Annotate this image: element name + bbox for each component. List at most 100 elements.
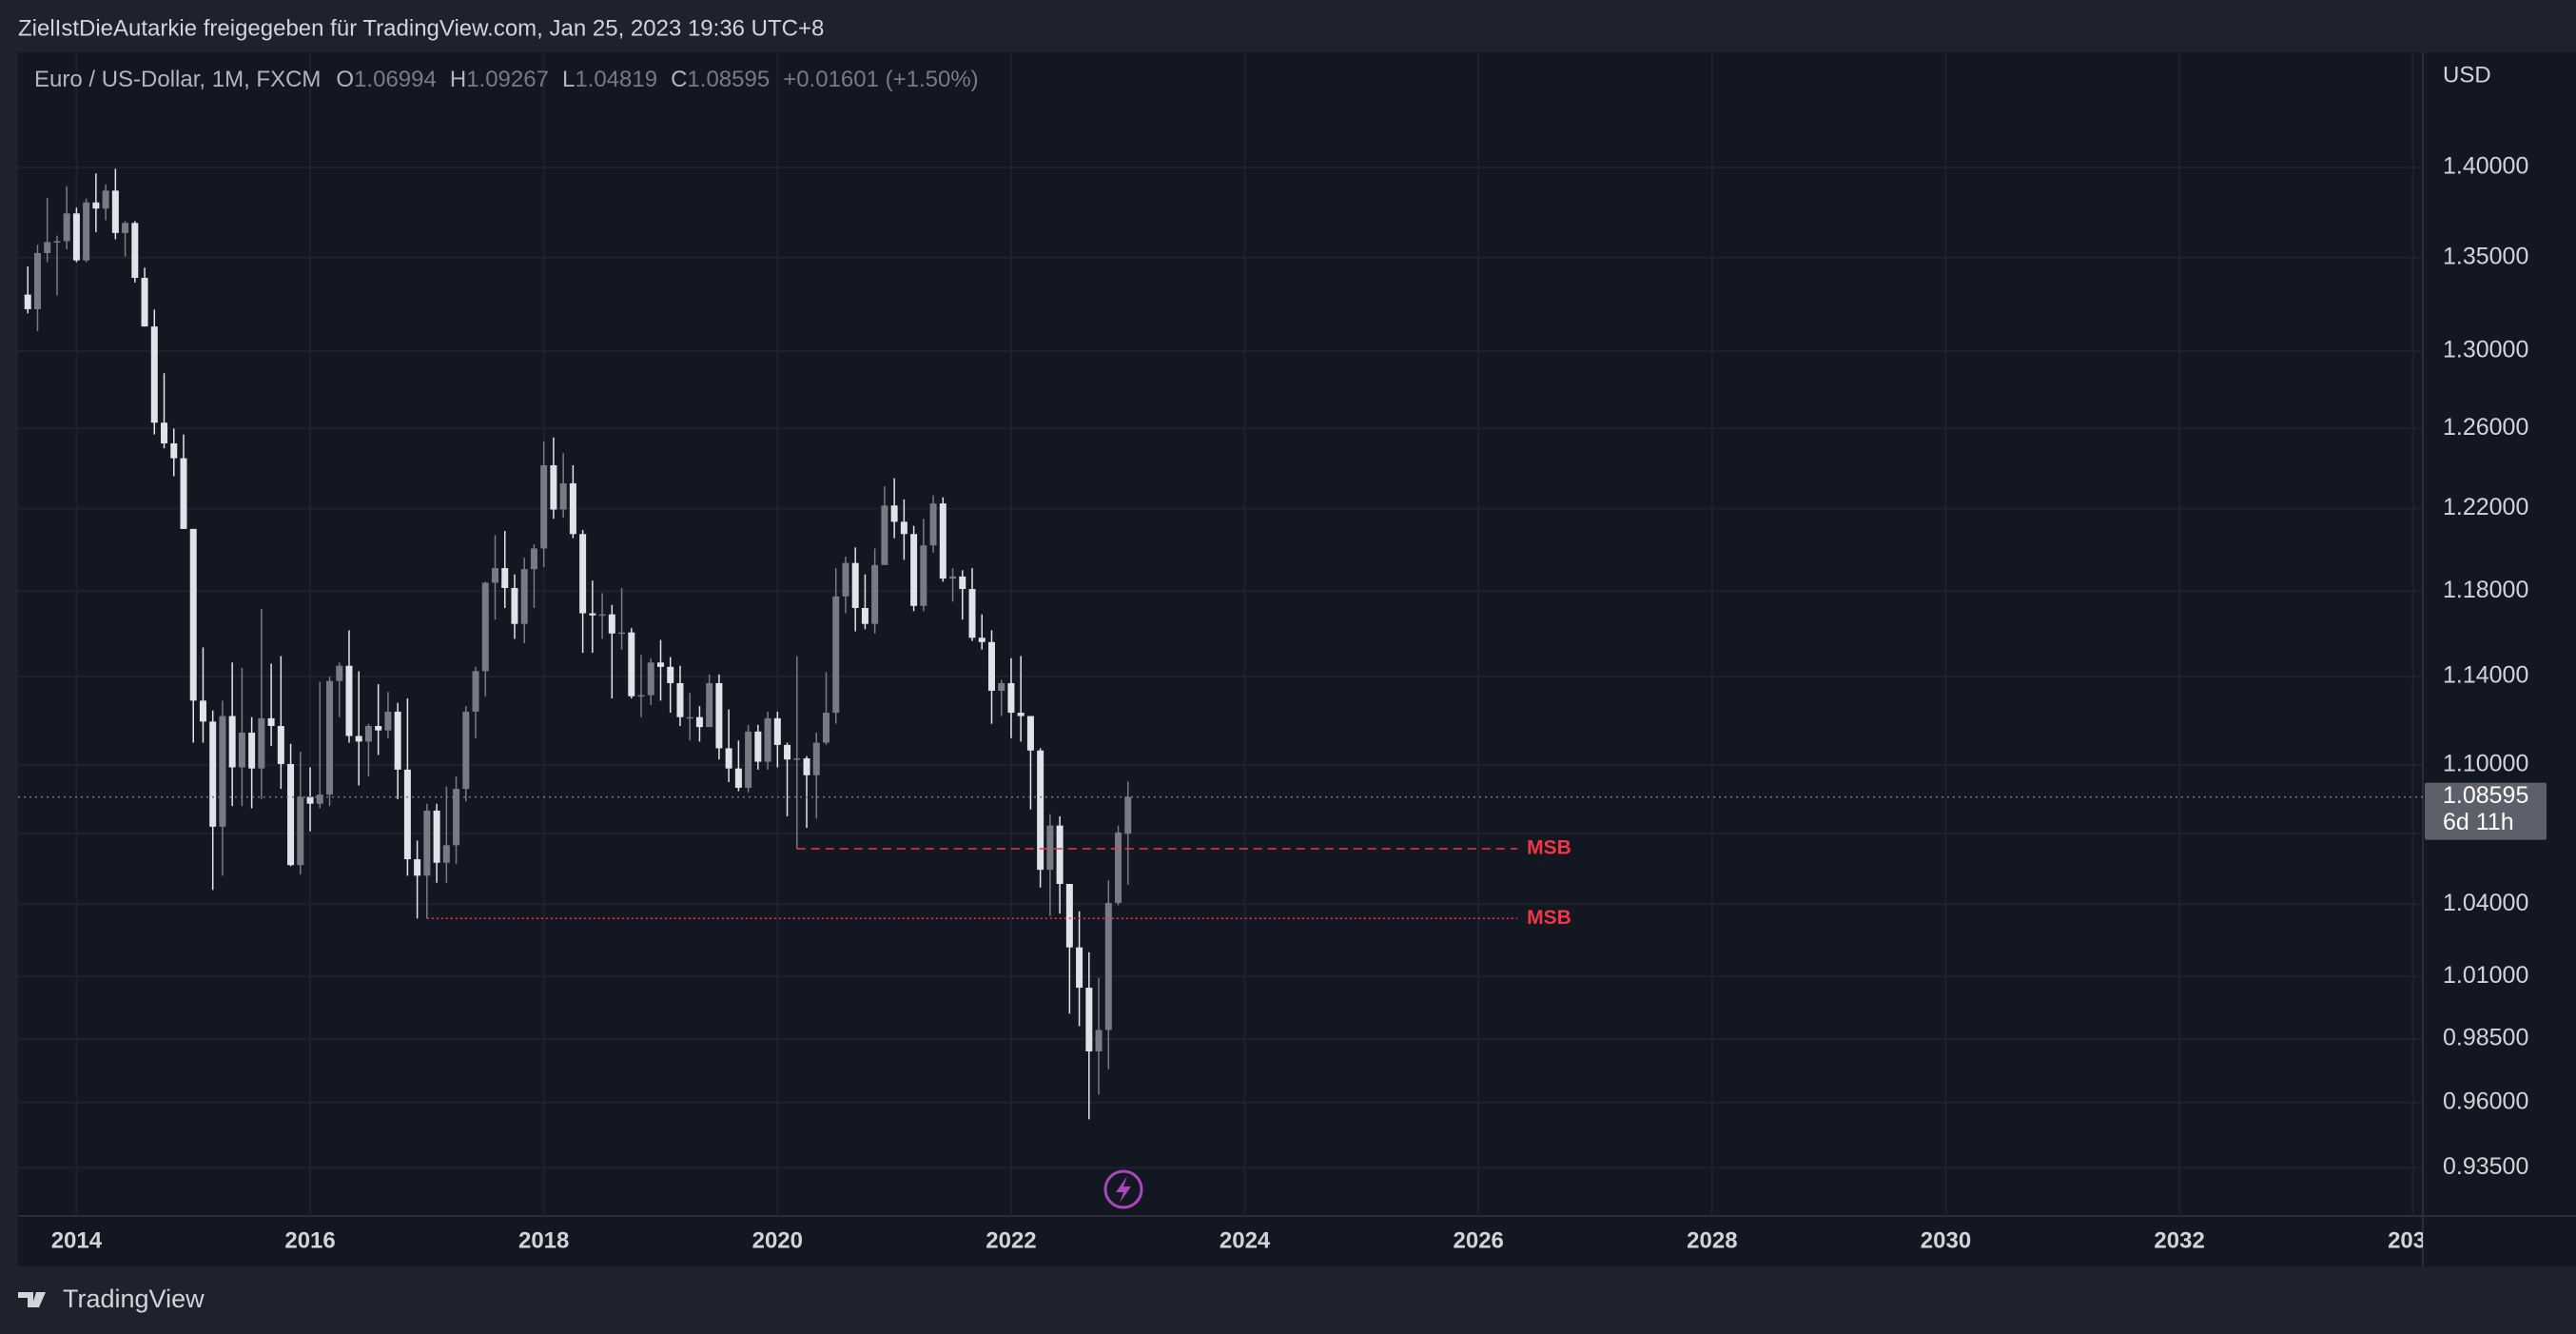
candle-body — [667, 666, 674, 683]
brand: TradingView — [63, 1285, 205, 1313]
candle-body — [199, 700, 206, 722]
candle-body — [881, 505, 888, 565]
legend-value: 1.06994 — [354, 67, 437, 92]
x-tick-label: 2014 — [51, 1227, 103, 1253]
candle-body — [238, 733, 245, 768]
candle-body — [822, 713, 829, 743]
candle-body — [433, 810, 440, 863]
legend-label: H — [450, 67, 466, 92]
candle-body — [306, 796, 314, 804]
x-tick-label: 2022 — [986, 1227, 1036, 1253]
candle-body — [608, 614, 615, 634]
x-tick-label: 2018 — [518, 1227, 569, 1253]
candle-body — [676, 682, 684, 717]
candle-body — [734, 768, 742, 788]
candle-body — [725, 748, 732, 769]
candle-body — [189, 528, 197, 701]
candle-body — [1017, 713, 1025, 716]
x-tick-label: 2020 — [752, 1227, 803, 1253]
candle-body — [83, 202, 90, 261]
tv-logo — [18, 1292, 46, 1307]
candle-body — [297, 796, 304, 866]
candle-body — [959, 576, 966, 590]
candle-body — [851, 562, 859, 608]
candle-body — [550, 464, 557, 510]
candle-body — [842, 562, 849, 597]
legend-label: O — [336, 67, 354, 92]
candle-body — [1007, 682, 1015, 714]
candle-body — [1095, 1030, 1103, 1051]
candle-body — [394, 711, 401, 770]
y-tick-label: 1.22000 — [2443, 494, 2528, 520]
candle-body — [628, 632, 635, 696]
candle-body — [773, 717, 781, 745]
candle-body — [24, 294, 31, 309]
currency: USD — [2443, 62, 2491, 88]
candle-body — [248, 733, 256, 769]
candle-body — [150, 326, 158, 423]
candle-body — [375, 726, 382, 731]
candle-body — [754, 731, 762, 762]
y-tick-label: 1.14000 — [2443, 662, 2528, 689]
msb-label: MSB — [1527, 907, 1571, 929]
candle-body — [520, 569, 528, 624]
candle-body — [656, 662, 664, 667]
candle-body — [920, 545, 927, 606]
candle-body — [403, 769, 411, 860]
candle-body — [33, 252, 41, 309]
candle-body — [501, 568, 509, 588]
candle-body — [1085, 988, 1093, 1051]
x-tick-label: 2016 — [284, 1227, 335, 1253]
legend-value: 1.09267 — [466, 67, 549, 92]
candle-body — [277, 726, 284, 764]
y-tick-label: 0.98500 — [2443, 1024, 2528, 1050]
y-tick-label: 1.04000 — [2443, 890, 2528, 916]
candle-body — [72, 213, 80, 261]
candle-body — [1115, 832, 1122, 903]
candle-body — [63, 213, 70, 242]
price-axis: 0.935000.960000.985001.010001.040001.070… — [2443, 153, 2528, 1180]
candle-body — [511, 587, 518, 624]
candle-body — [978, 638, 986, 642]
candle-body — [1065, 883, 1073, 948]
candle-body — [987, 641, 995, 691]
candle-body — [355, 736, 362, 742]
candle-body — [481, 582, 489, 672]
candle-body — [1056, 825, 1064, 884]
candle-body — [258, 717, 265, 769]
candle-body — [336, 665, 343, 681]
candle-body — [715, 682, 723, 749]
candle-body — [1124, 796, 1132, 834]
candle-body — [589, 613, 596, 616]
candle-body — [764, 717, 771, 762]
candle-body — [316, 795, 323, 804]
candle-body — [1046, 825, 1054, 871]
candle-body — [803, 758, 810, 775]
y-tick-label: 0.93500 — [2443, 1153, 2528, 1180]
candle-body — [569, 482, 576, 535]
candle-body — [686, 716, 693, 719]
candle-body — [364, 726, 372, 742]
candle-body — [326, 680, 334, 795]
y-tick-label: 1.18000 — [2443, 577, 2528, 603]
legend-change: +0.01601 (+1.50%) — [783, 67, 979, 92]
candle-body — [472, 671, 479, 712]
candle-body — [939, 503, 946, 579]
candle-body — [637, 695, 645, 697]
candle-body — [1104, 902, 1112, 1030]
candle-body — [170, 442, 178, 459]
candle-body — [228, 716, 236, 768]
legend: Euro / US-Dollar, 1M, FXCM O1.06994 H1.092… — [34, 67, 979, 92]
candle-body — [287, 763, 295, 866]
candle-body — [180, 458, 187, 529]
candle-body — [423, 810, 431, 876]
header-text: ZielIstDieAutarkie freigegeben für Tradi… — [18, 15, 824, 41]
plot: MSB MSB — [18, 168, 2423, 1120]
candle-body — [122, 223, 129, 233]
candle-body — [695, 716, 703, 728]
candle-body — [442, 845, 450, 863]
candle-body — [900, 521, 907, 535]
candle-body — [832, 596, 840, 714]
price-tag — [2425, 782, 2547, 840]
